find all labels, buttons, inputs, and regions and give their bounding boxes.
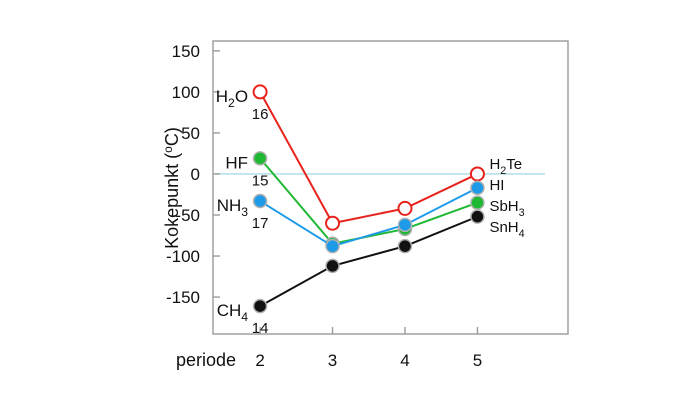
end-label-group15: SbH3 (489, 198, 524, 219)
data-point (470, 195, 485, 210)
start-label-group17-main: HF (225, 153, 248, 172)
x-axis-title: periode (176, 350, 236, 370)
data-point (325, 258, 340, 274)
data-point (252, 84, 268, 100)
start-label-group16-tail: O (235, 87, 248, 106)
data-point (397, 238, 413, 254)
plot-frame (212, 40, 569, 335)
start-label-group16-main: H (216, 87, 228, 106)
end-label-group17: HI (489, 177, 504, 194)
group-number-group16: 16 (252, 106, 269, 123)
y-axis-title-text: Kokepunkt ( (162, 153, 182, 249)
end-label-group16-tail: Te (506, 156, 522, 173)
series-group16 (252, 84, 485, 231)
data-point (252, 151, 268, 166)
group-number-group14: 14 (252, 320, 269, 337)
start-label-group15-subscript: 3 (241, 205, 248, 219)
start-label-group15: NH3 (217, 196, 249, 219)
end-label-group17-main: HI (489, 177, 504, 194)
y-tick-label: 0 (191, 165, 200, 184)
series-line (259, 215, 478, 307)
start-label-group16-subscript: 2 (228, 96, 235, 110)
data-point (469, 166, 485, 182)
end-label-group16-main: H (489, 156, 500, 173)
start-label-group17: HF (225, 153, 248, 172)
series-group15 (252, 180, 485, 254)
y-axis-title-unit: C) (162, 127, 182, 146)
data-point (252, 298, 268, 314)
end-label-group14-subscript: 4 (519, 228, 525, 240)
x-tick-label: 2 (255, 351, 264, 370)
start-label-group15-main: NH (217, 196, 242, 215)
y-tick-label: -100 (166, 247, 200, 266)
end-label-group16: H2Te (489, 156, 522, 177)
x-tick-label: 5 (473, 351, 482, 370)
start-label-group14: CH4 (217, 301, 249, 324)
x-tick-label: 4 (400, 351, 409, 370)
group-number-group15: 17 (252, 215, 269, 232)
data-point (470, 180, 485, 196)
end-label-group14: SnH4 (489, 219, 524, 240)
y-axis-title: Kokepunkt (oC) (161, 127, 182, 249)
data-point (470, 209, 485, 224)
y-tick-label: -150 (166, 288, 200, 307)
series-line (259, 187, 478, 248)
y-axis-title-degree: o (161, 146, 175, 153)
series-line (259, 91, 478, 225)
y-tick-label: 100 (172, 83, 200, 102)
data-point (252, 193, 268, 209)
start-label-group14-subscript: 4 (241, 310, 248, 324)
end-label-group15-subscript: 3 (519, 207, 525, 219)
data-point (397, 217, 413, 233)
end-label-group14-main: SnH (489, 219, 518, 236)
data-point (325, 215, 341, 231)
y-tick-label: 150 (172, 42, 200, 61)
x-tick-label: 3 (328, 351, 337, 370)
end-label-group15-main: SbH (489, 198, 518, 215)
y-tick-label: 50 (181, 124, 200, 143)
y-tick-label: -50 (175, 206, 200, 225)
data-point (397, 200, 413, 216)
series-group14 (252, 209, 485, 314)
data-point (325, 238, 340, 254)
start-label-group14-main: CH (217, 301, 242, 320)
start-label-group16: H2O (216, 87, 248, 110)
end-label-group16-subscript: 2 (500, 165, 506, 177)
group-number-group17: 15 (252, 172, 269, 189)
